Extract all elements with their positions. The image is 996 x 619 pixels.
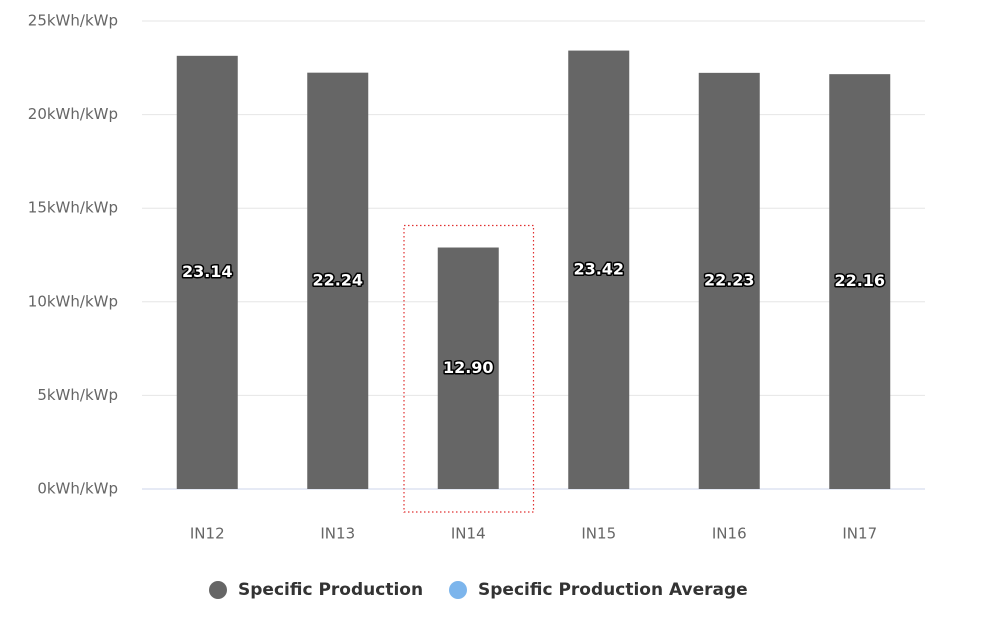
x-tick-label: IN13 bbox=[320, 525, 355, 543]
x-tick-label: IN15 bbox=[581, 525, 616, 543]
bar bbox=[568, 50, 630, 489]
x-tick-label: IN16 bbox=[712, 525, 747, 543]
data-label: 22.24 bbox=[312, 270, 363, 289]
highlight-box bbox=[403, 224, 535, 513]
data-label: 12.90 bbox=[443, 358, 494, 377]
data-label: 23.14 bbox=[182, 262, 233, 281]
y-tick-label: 25kWh/kWp bbox=[28, 12, 118, 30]
legend-marker bbox=[209, 581, 227, 599]
data-label: 22.16 bbox=[834, 271, 885, 290]
data-label: 22.23 bbox=[704, 270, 755, 289]
y-tick-label: 10kWh/kWp bbox=[28, 292, 118, 310]
bar bbox=[698, 72, 760, 489]
bar bbox=[176, 55, 238, 489]
legend-label: Specific Production Average bbox=[478, 580, 748, 600]
y-tick-label: 20kWh/kWp bbox=[28, 105, 118, 123]
y-tick-label: 0kWh/kWp bbox=[37, 480, 118, 498]
y-tick-label: 5kWh/kWp bbox=[37, 386, 118, 404]
y-tick-label: 15kWh/kWp bbox=[28, 199, 118, 217]
bar bbox=[307, 72, 369, 489]
data-label: 23.42 bbox=[573, 259, 624, 278]
bar bbox=[829, 74, 891, 490]
legend-marker bbox=[449, 581, 467, 599]
legend-label: Specific Production bbox=[238, 580, 423, 600]
x-tick-label: IN14 bbox=[451, 525, 486, 543]
x-tick-label: IN12 bbox=[190, 525, 225, 543]
x-tick-label: IN17 bbox=[842, 525, 877, 543]
bar bbox=[437, 247, 499, 489]
